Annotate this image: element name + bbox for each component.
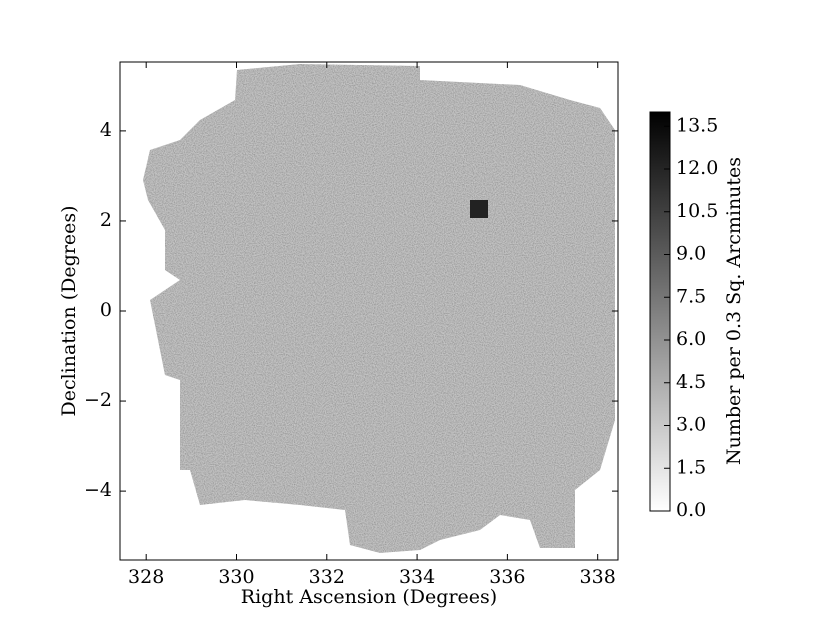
y-tick-label: −2 — [84, 389, 112, 411]
y-tick-label: 4 — [100, 119, 112, 141]
x-tick-label: 336 — [489, 566, 525, 588]
colorbar — [649, 111, 671, 512]
y-tick-label: 0 — [100, 299, 112, 321]
colorbar-tick-label: 4.5 — [676, 371, 706, 393]
colorbar-tick-label: 12.0 — [676, 157, 718, 179]
colorbar-tick-label: 3.0 — [676, 414, 706, 436]
colorbar-tick-label: 7.5 — [676, 285, 706, 307]
x-tick-label: 334 — [399, 566, 435, 588]
y-axis-label: Declination (Degrees) — [58, 205, 80, 416]
x-tick-label: 332 — [309, 566, 345, 588]
colorbar-tick-label: 9.0 — [676, 243, 706, 265]
colorbar-tick-label: 1.5 — [676, 456, 706, 478]
colorbar-label: Number per 0.3 Sq. Arcminutes — [723, 157, 745, 465]
y-tick-label: −4 — [84, 479, 112, 501]
survey-footprint — [143, 64, 615, 553]
x-tick-label: 328 — [128, 566, 164, 588]
x-axis-label: Right Ascension (Degrees) — [241, 586, 497, 608]
colorbar-tick-label: 0.0 — [676, 499, 706, 521]
x-tick-label: 338 — [580, 566, 616, 588]
colorbar-tick-label: 13.5 — [676, 114, 718, 136]
x-tick-label: 330 — [218, 566, 254, 588]
colorbar-tick-label: 6.0 — [676, 328, 706, 350]
colorbar-tick-label: 10.5 — [676, 200, 718, 222]
y-tick-label: 2 — [100, 209, 112, 231]
